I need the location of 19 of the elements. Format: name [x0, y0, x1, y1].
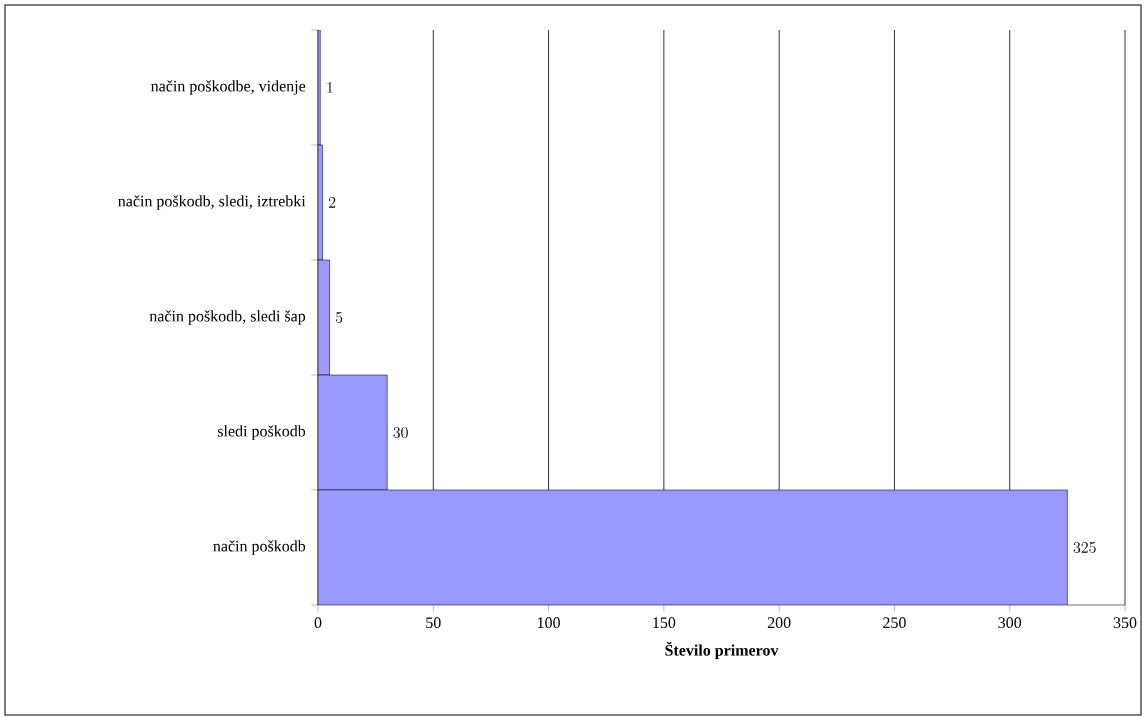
data-label: 325: [1073, 542, 1096, 553]
data-label: 2: [328, 197, 336, 208]
y-tick-label: način poškodbe, videnje: [151, 80, 306, 95]
data-label: 5: [335, 312, 343, 323]
y-tick-label: način poškodb: [213, 540, 306, 555]
x-tick-label: 50: [426, 617, 441, 629]
data-label: 30: [393, 427, 408, 438]
y-tick-label: način poškodb, sledi šap: [149, 310, 306, 325]
y-tick-label: način poškodb, sledi, iztrebki: [118, 195, 306, 210]
y-tick-label: sledi poškodb: [217, 425, 306, 440]
x-tick-label: 250: [883, 617, 906, 629]
x-tick-label: 0: [314, 617, 322, 629]
x-tick-label: 150: [653, 617, 676, 629]
x-tick-label: 100: [537, 617, 560, 629]
x-tick-label: 300: [998, 617, 1022, 629]
x-tick-label: 200: [767, 617, 791, 629]
x-axis-title: Število primerov: [665, 641, 779, 659]
data-label: 1: [327, 82, 333, 93]
x-tick-label: 350: [1113, 617, 1137, 629]
